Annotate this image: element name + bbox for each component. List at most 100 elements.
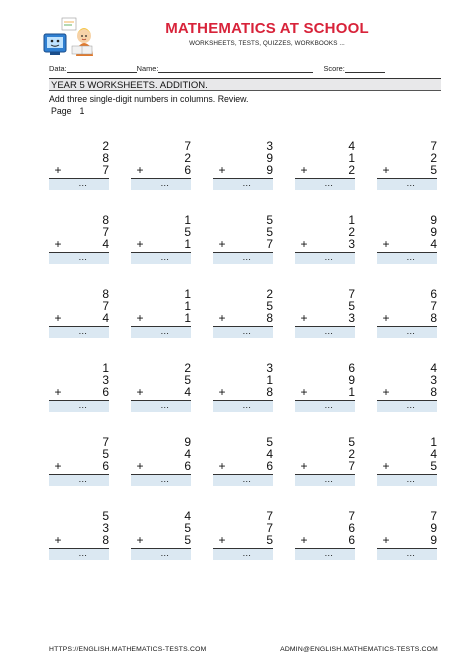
sum-line bbox=[213, 548, 273, 549]
score-field[interactable] bbox=[344, 64, 385, 73]
answer-field[interactable]: … bbox=[213, 327, 273, 338]
addend-digit: 5 bbox=[348, 435, 355, 449]
plus-sign: + bbox=[382, 163, 390, 177]
answer-field[interactable]: … bbox=[49, 401, 109, 412]
answer-field[interactable]: … bbox=[49, 327, 109, 338]
answer-field[interactable]: … bbox=[377, 475, 437, 486]
addend-digit: 4 bbox=[184, 385, 191, 399]
answer-field[interactable]: … bbox=[131, 475, 191, 486]
addend-digit: 3 bbox=[348, 237, 355, 251]
plus-sign: + bbox=[54, 385, 62, 399]
answer-field[interactable]: … bbox=[213, 401, 273, 412]
addend-digit: 2 bbox=[102, 139, 109, 153]
addend-digit: 6 bbox=[430, 287, 437, 301]
addend-digit: 4 bbox=[266, 447, 273, 461]
worksheet-title: YEAR 5 WORKSHEETS. ADDITION. bbox=[49, 78, 441, 91]
answer-field[interactable]: … bbox=[295, 401, 355, 412]
footer-email[interactable]: ADMIN@ENGLISH.MATHEMATICS-TESTS.COM bbox=[280, 646, 438, 653]
page-label: Page bbox=[51, 106, 72, 116]
addend-digit: 7 bbox=[266, 509, 273, 523]
addend-digit: 3 bbox=[102, 373, 109, 387]
answer-field[interactable]: … bbox=[49, 475, 109, 486]
sum-line bbox=[49, 400, 109, 401]
answer-field[interactable]: … bbox=[213, 475, 273, 486]
answer-field[interactable]: … bbox=[377, 327, 437, 338]
plus-sign: + bbox=[382, 385, 390, 399]
sum-line bbox=[377, 326, 437, 327]
addend-digit: 4 bbox=[184, 447, 191, 461]
addition-problem: 5 2 7 +… bbox=[295, 436, 355, 496]
addend-digit: 5 bbox=[266, 225, 273, 239]
plus-sign: + bbox=[300, 459, 308, 473]
answer-field[interactable]: … bbox=[295, 475, 355, 486]
plus-sign: + bbox=[382, 237, 390, 251]
answer-field[interactable]: … bbox=[295, 327, 355, 338]
addend-digit: 4 bbox=[184, 509, 191, 523]
answer-field[interactable]: … bbox=[131, 401, 191, 412]
answer-field[interactable]: … bbox=[131, 549, 191, 560]
addition-problem: 7 5 6 +… bbox=[49, 436, 109, 496]
addition-problem: 7 5 3 +… bbox=[295, 288, 355, 348]
addend-digit: 8 bbox=[266, 385, 273, 399]
computer-mascot-logo-icon bbox=[42, 14, 100, 58]
answer-field[interactable]: … bbox=[377, 253, 437, 264]
addend-digit: 2 bbox=[184, 151, 191, 165]
addend-digit: 9 bbox=[430, 213, 437, 227]
addend-digit: 2 bbox=[348, 163, 355, 177]
answer-field[interactable]: … bbox=[377, 549, 437, 560]
addend-digit: 7 bbox=[348, 459, 355, 473]
addend-digit: 7 bbox=[184, 139, 191, 153]
footer-website[interactable]: HTTPS://ENGLISH.MATHEMATICS-TESTS.COM bbox=[49, 646, 207, 653]
answer-field[interactable]: … bbox=[213, 253, 273, 264]
addend-digit: 8 bbox=[266, 311, 273, 325]
sum-line bbox=[131, 548, 191, 549]
addend-digit: 8 bbox=[102, 533, 109, 547]
addend-digit: 5 bbox=[348, 299, 355, 313]
name-field[interactable] bbox=[158, 64, 314, 73]
addition-problem: 3 1 8 +… bbox=[213, 362, 273, 422]
addend-digit: 7 bbox=[266, 237, 273, 251]
answer-field[interactable]: … bbox=[131, 253, 191, 264]
addition-problem: 6 7 8 +… bbox=[377, 288, 437, 348]
answer-field[interactable]: … bbox=[295, 549, 355, 560]
addend-digit: 6 bbox=[348, 361, 355, 375]
addend-digit: 5 bbox=[184, 521, 191, 535]
addend-digit: 8 bbox=[102, 287, 109, 301]
sum-line bbox=[131, 252, 191, 253]
sum-line bbox=[49, 548, 109, 549]
addend-digit: 8 bbox=[102, 213, 109, 227]
answer-field[interactable]: … bbox=[377, 179, 437, 190]
addend-digit: 1 bbox=[184, 299, 191, 313]
student-info-row: Data: Name: Score: bbox=[49, 64, 441, 73]
plus-sign: + bbox=[54, 311, 62, 325]
answer-field[interactable]: … bbox=[49, 549, 109, 560]
answer-field[interactable]: … bbox=[377, 401, 437, 412]
score-label: Score: bbox=[323, 64, 345, 73]
data-field[interactable] bbox=[66, 64, 137, 73]
plus-sign: + bbox=[218, 385, 226, 399]
addend-digit: 6 bbox=[184, 459, 191, 473]
plus-sign: + bbox=[382, 459, 390, 473]
addend-digit: 3 bbox=[102, 521, 109, 535]
answer-field[interactable]: … bbox=[49, 253, 109, 264]
answer-field[interactable]: … bbox=[213, 549, 273, 560]
answer-field[interactable]: … bbox=[213, 179, 273, 190]
sum-line bbox=[213, 400, 273, 401]
addend-digit: 5 bbox=[266, 299, 273, 313]
addend-digit: 5 bbox=[102, 447, 109, 461]
plus-sign: + bbox=[300, 533, 308, 547]
sum-line bbox=[131, 178, 191, 179]
addend-digit: 6 bbox=[102, 385, 109, 399]
answer-field[interactable]: … bbox=[295, 179, 355, 190]
answer-field[interactable]: … bbox=[295, 253, 355, 264]
answer-field[interactable]: … bbox=[131, 179, 191, 190]
answer-field[interactable]: … bbox=[49, 179, 109, 190]
addition-problem: 9 9 4 +… bbox=[377, 214, 437, 274]
page-indicator: Page 1 bbox=[51, 106, 92, 116]
addition-problem: 2 5 8 +… bbox=[213, 288, 273, 348]
sum-line bbox=[377, 178, 437, 179]
addend-digit: 2 bbox=[266, 287, 273, 301]
addend-digit: 7 bbox=[430, 299, 437, 313]
answer-field[interactable]: … bbox=[131, 327, 191, 338]
addition-problem: 8 7 4 +… bbox=[49, 288, 109, 348]
